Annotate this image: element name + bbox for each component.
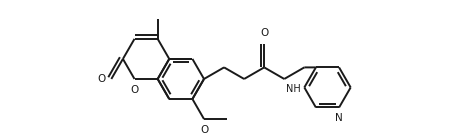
Text: N: N	[335, 113, 343, 124]
Text: O: O	[97, 74, 105, 84]
Text: O: O	[130, 85, 139, 95]
Text: O: O	[200, 125, 208, 135]
Text: NH: NH	[286, 84, 301, 94]
Text: O: O	[260, 28, 268, 38]
